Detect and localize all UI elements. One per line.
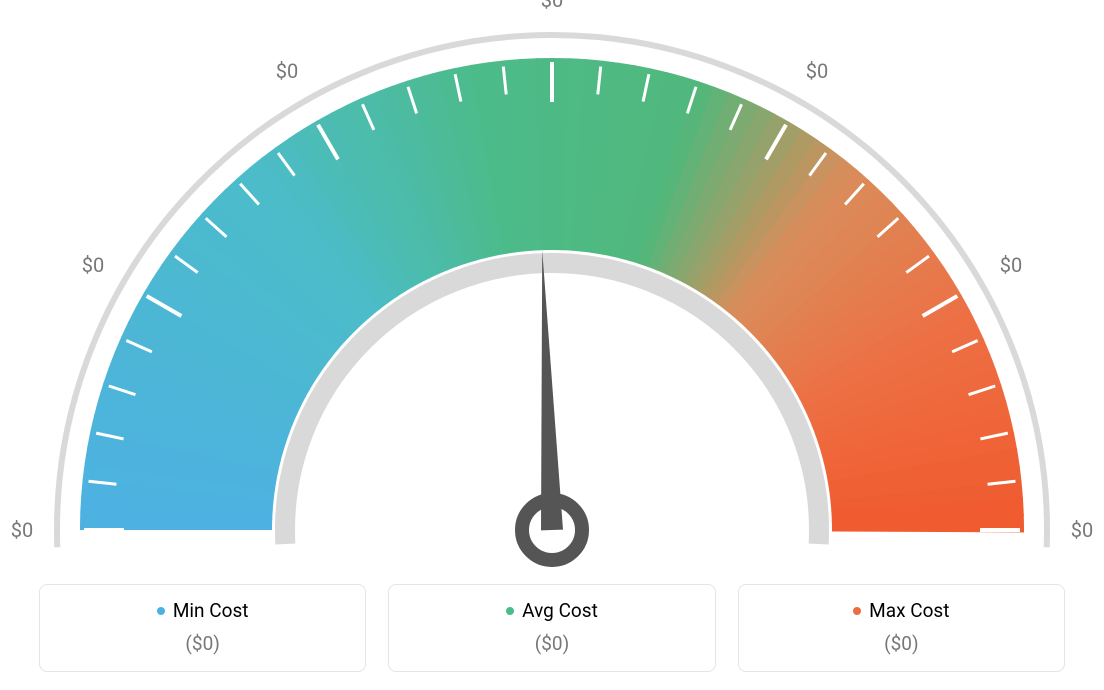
legend-row: Min Cost ($0) Avg Cost ($0) Max Cost ($0… <box>39 584 1065 672</box>
gauge-tick-label: $0 <box>806 59 828 83</box>
gauge-svg <box>0 0 1104 580</box>
legend-label: Avg Cost <box>522 599 598 622</box>
legend-title: Max Cost <box>853 599 949 622</box>
legend-title: Avg Cost <box>506 599 598 622</box>
min-cost-card: Min Cost ($0) <box>39 584 366 672</box>
legend-dot-icon <box>506 607 514 615</box>
max-cost-card: Max Cost ($0) <box>738 584 1065 672</box>
gauge-tick-label: $0 <box>82 253 104 277</box>
gauge-area: $0 $0 $0 $0 $0 $0 $0 <box>0 0 1104 555</box>
avg-cost-card: Avg Cost ($0) <box>388 584 715 672</box>
legend-dot-icon <box>157 607 165 615</box>
legend-value: ($0) <box>749 632 1054 655</box>
gauge-tick-label: $0 <box>11 518 33 542</box>
cost-gauge-chart: $0 $0 $0 $0 $0 $0 $0 Min Cost ($0) Avg Cost ($… <box>0 0 1104 690</box>
legend-title: Min Cost <box>157 599 249 622</box>
gauge-tick-label: $0 <box>541 0 563 12</box>
legend-dot-icon <box>853 607 861 615</box>
legend-value: ($0) <box>50 632 355 655</box>
gauge-tick-label: $0 <box>276 59 298 83</box>
legend-label: Max Cost <box>869 599 949 622</box>
gauge-tick-label: $0 <box>1000 253 1022 277</box>
legend-value: ($0) <box>399 632 704 655</box>
gauge-tick-label: $0 <box>1071 518 1093 542</box>
legend-label: Min Cost <box>173 599 249 622</box>
gauge-needle <box>541 250 563 530</box>
